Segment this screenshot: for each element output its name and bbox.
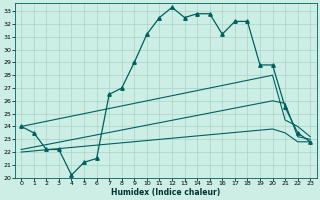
X-axis label: Humidex (Indice chaleur): Humidex (Indice chaleur)	[111, 188, 220, 197]
